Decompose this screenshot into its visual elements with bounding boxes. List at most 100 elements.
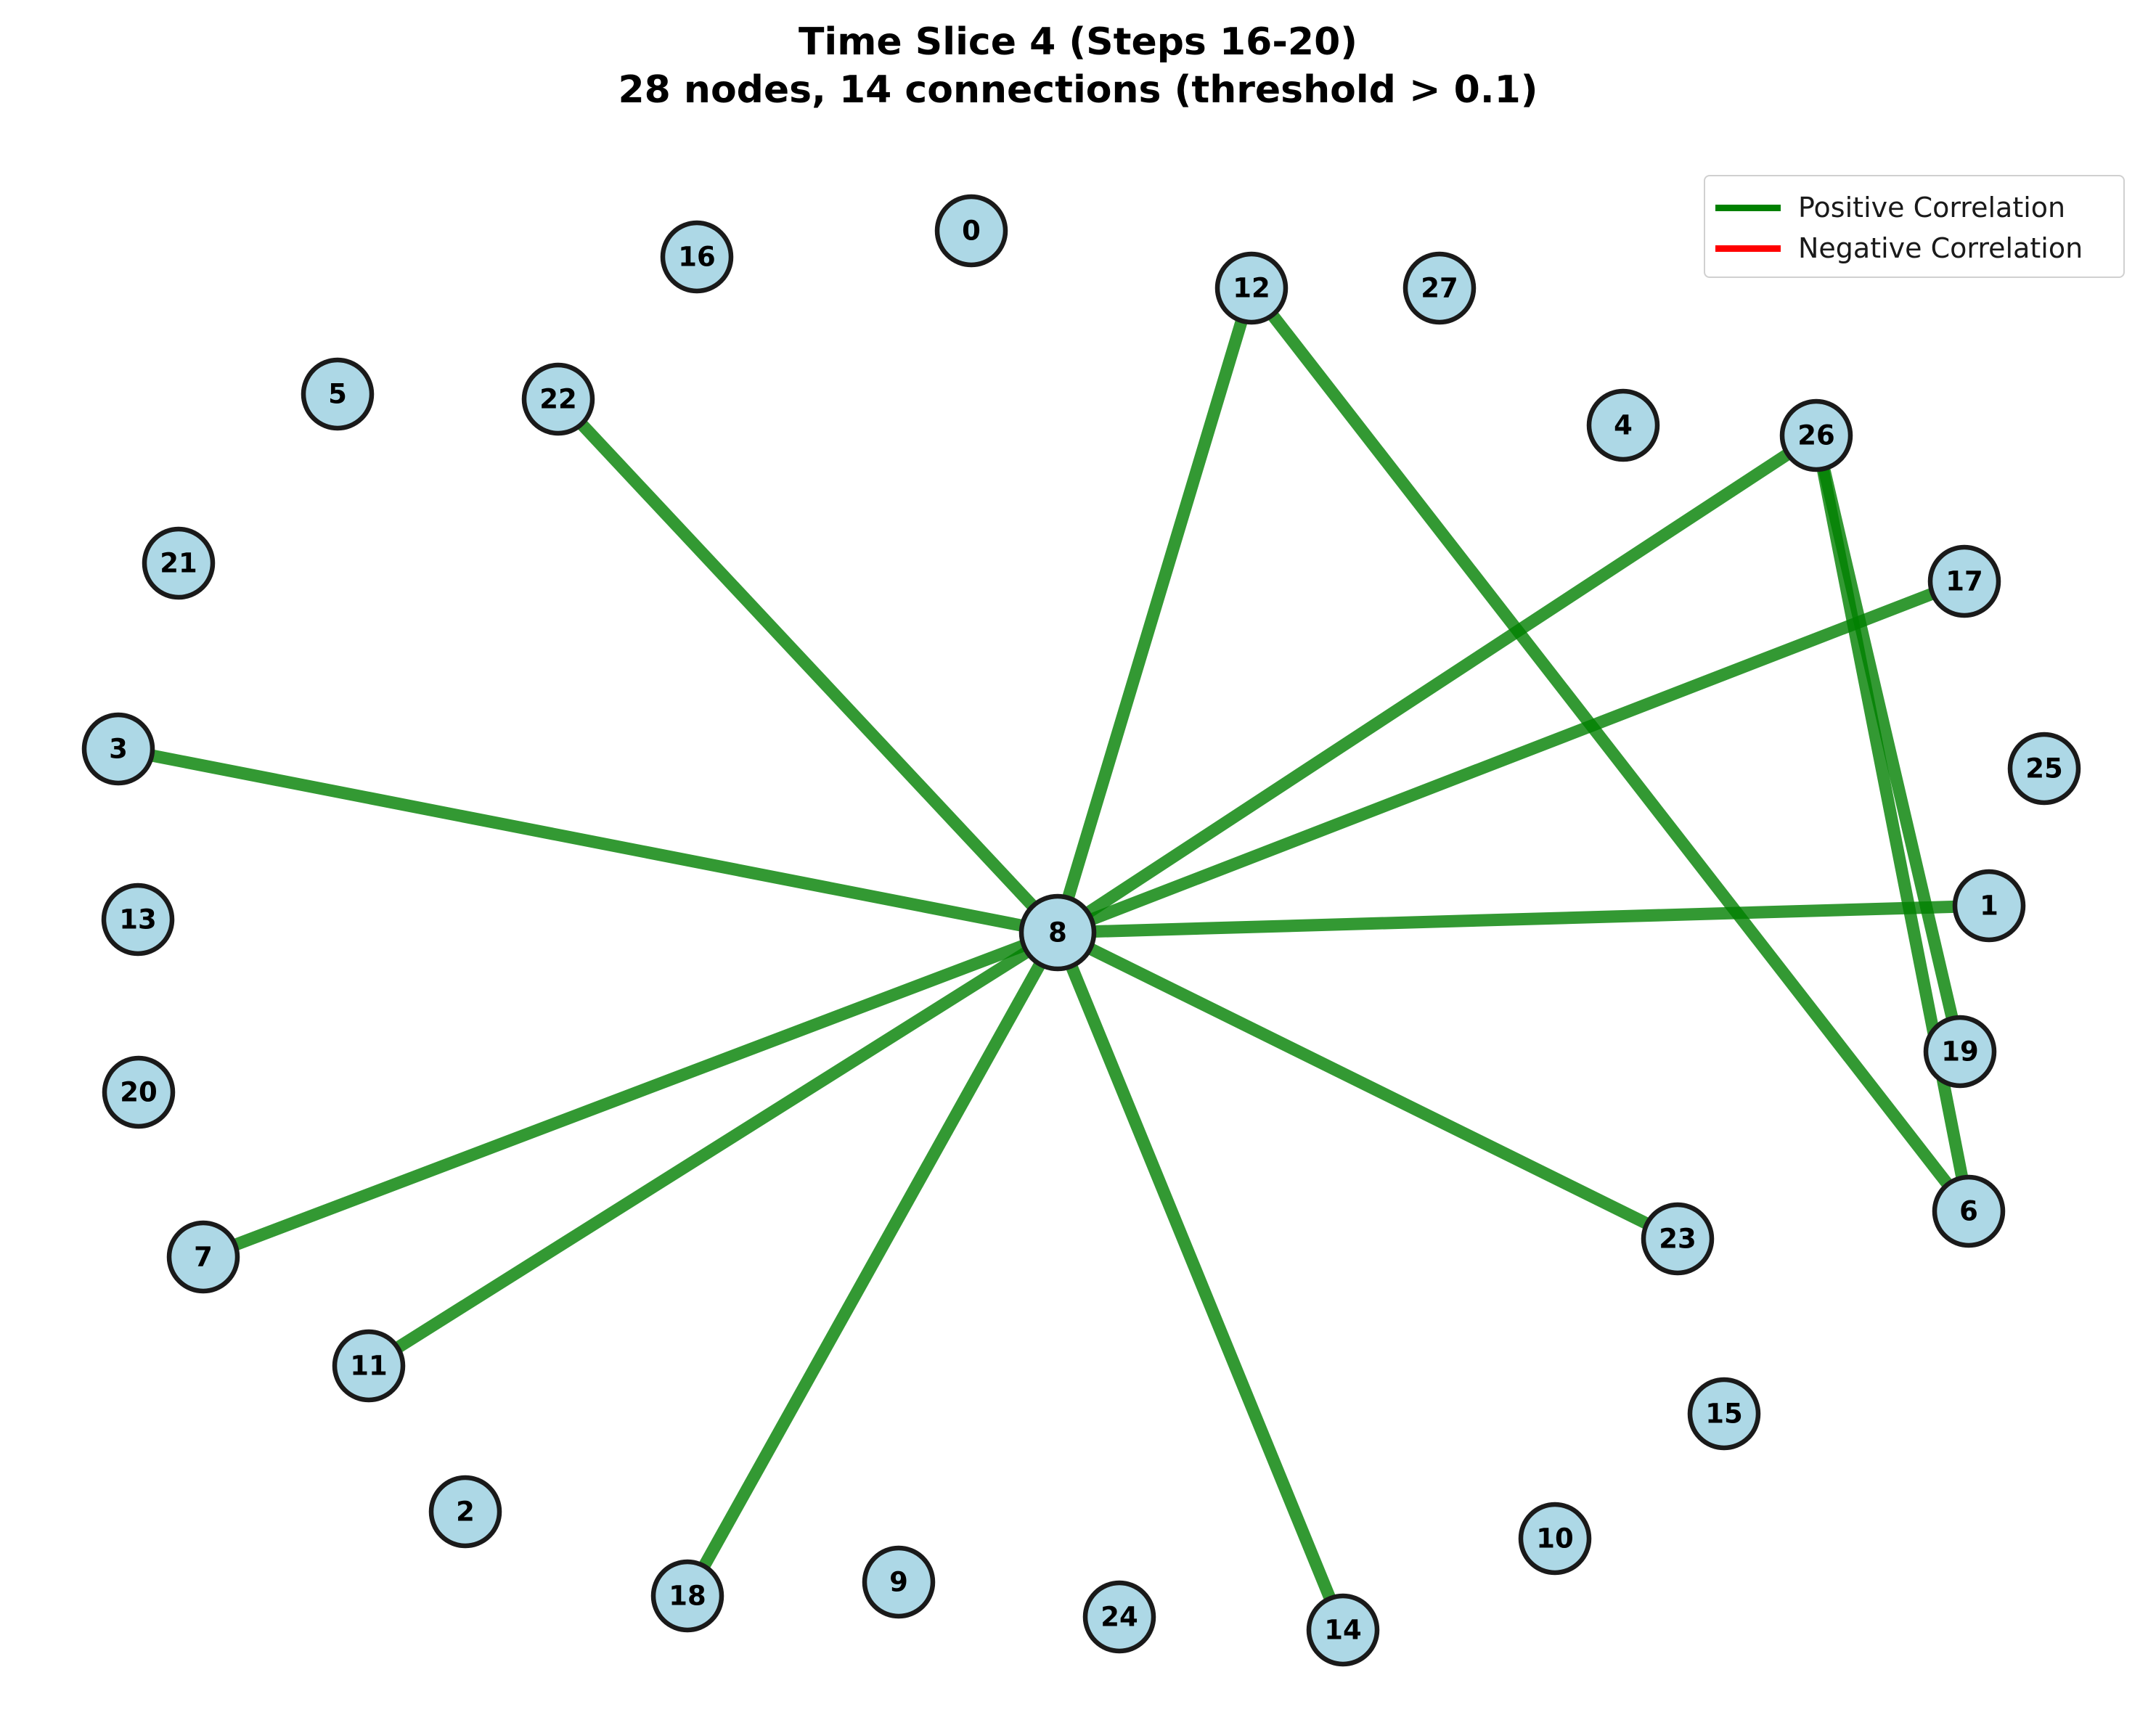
node-label: 8	[1048, 917, 1067, 949]
node-circle	[1927, 544, 2001, 618]
node-0: 0	[934, 194, 1008, 268]
edge-8-1	[1057, 899, 1990, 939]
node-circle	[166, 1220, 240, 1294]
node-circle	[1641, 1202, 1715, 1276]
node-circle	[142, 526, 216, 600]
node-3: 3	[81, 712, 155, 786]
node-circle	[650, 1559, 724, 1633]
node-label: 11	[350, 1351, 388, 1382]
node-10: 10	[1518, 1502, 1592, 1576]
chart-subtitle: 28 nodes, 14 connections (threshold > 0.…	[618, 68, 1538, 112]
node-label: 13	[119, 904, 157, 935]
node-label: 2	[456, 1496, 475, 1528]
node-circle	[1586, 388, 1660, 462]
node-circle	[934, 194, 1008, 268]
node-circle	[1082, 1580, 1156, 1654]
node-label: 7	[194, 1242, 213, 1273]
node-circle	[862, 1545, 936, 1619]
node-label: 27	[1421, 273, 1458, 304]
legend-item-positive: Positive Correlation	[1715, 189, 2065, 226]
chart-title: Time Slice 4 (Steps 16-20)	[798, 20, 1358, 64]
node-circle	[660, 220, 734, 294]
negative-line-icon	[1715, 245, 1781, 252]
positive-line-icon	[1715, 204, 1781, 211]
node-label: 16	[678, 242, 716, 273]
node-circle	[1306, 1593, 1380, 1667]
node-1: 1	[1952, 869, 2026, 943]
legend-item-negative: Negative Correlation	[1715, 230, 2083, 266]
node-label: 25	[2025, 753, 2063, 785]
node-label: 5	[328, 379, 347, 410]
node-circle	[1402, 251, 1477, 325]
node-8: 8	[1018, 893, 1097, 972]
node-7: 7	[166, 1220, 240, 1294]
legend-label-negative: Negative Correlation	[1798, 232, 2083, 264]
node-circle	[102, 1055, 176, 1129]
nodes-layer: 0123456789101112131415161718192021222324…	[81, 194, 2081, 1667]
node-25: 25	[2007, 732, 2081, 806]
edge-8-26	[1054, 430, 1820, 938]
edge-8-11	[365, 927, 1061, 1372]
edge-8-17	[1055, 576, 1967, 938]
node-18: 18	[650, 1559, 724, 1633]
node-label: 22	[539, 384, 577, 415]
node-circle	[332, 1329, 406, 1403]
node-circle	[2007, 732, 2081, 806]
edges-layer	[117, 284, 1990, 1633]
node-circle	[1923, 1015, 1997, 1089]
node-16: 16	[660, 220, 734, 294]
node-label: 15	[1705, 1398, 1743, 1430]
legend-label-positive: Positive Correlation	[1798, 192, 2066, 224]
node-circle	[1779, 398, 1853, 472]
node-14: 14	[1306, 1593, 1380, 1667]
node-label: 19	[1941, 1036, 1979, 1068]
node-label: 4	[1614, 410, 1633, 441]
node-label: 21	[160, 548, 197, 579]
node-label: 12	[1233, 273, 1270, 304]
node-2: 2	[428, 1475, 502, 1549]
node-label: 14	[1324, 1615, 1362, 1646]
node-circle	[1932, 1174, 2006, 1248]
node-circle	[81, 712, 155, 786]
node-label: 3	[109, 734, 128, 765]
node-label: 9	[889, 1567, 908, 1598]
node-circle	[1952, 869, 2026, 943]
node-label: 6	[1959, 1196, 1978, 1227]
edge-8-18	[682, 929, 1063, 1600]
node-22: 22	[521, 362, 595, 436]
node-label: 18	[669, 1581, 706, 1612]
node-5: 5	[301, 357, 375, 431]
node-label: 24	[1101, 1602, 1138, 1633]
node-12: 12	[1214, 251, 1289, 325]
node-21: 21	[142, 526, 216, 600]
node-27: 27	[1402, 251, 1477, 325]
node-6: 6	[1932, 1174, 2006, 1248]
node-label: 17	[1945, 566, 1983, 597]
edge-8-14	[1052, 930, 1349, 1633]
node-9: 9	[862, 1545, 936, 1619]
node-19: 19	[1923, 1015, 1997, 1089]
node-circle	[521, 362, 595, 436]
node-15: 15	[1687, 1377, 1761, 1451]
node-label: 10	[1536, 1523, 1574, 1555]
edge-8-12	[1051, 286, 1258, 935]
edge-8-3	[117, 742, 1059, 939]
node-17: 17	[1927, 544, 2001, 618]
node-circle	[1687, 1377, 1761, 1451]
node-circle	[101, 882, 175, 957]
node-23: 23	[1641, 1202, 1715, 1276]
edge-12-6	[1246, 284, 1974, 1216]
legend: Positive Correlation Negative Correlatio…	[1704, 175, 2125, 278]
node-11: 11	[332, 1329, 406, 1403]
node-4: 4	[1586, 388, 1660, 462]
node-circle	[1518, 1502, 1592, 1576]
node-20: 20	[102, 1055, 176, 1129]
node-13: 13	[101, 882, 175, 957]
edge-8-23	[1055, 927, 1681, 1245]
edge-8-7	[200, 927, 1061, 1263]
node-circle	[1214, 251, 1289, 325]
edge-8-22	[553, 395, 1063, 937]
node-label: 26	[1797, 420, 1835, 451]
node-circle	[301, 357, 375, 431]
